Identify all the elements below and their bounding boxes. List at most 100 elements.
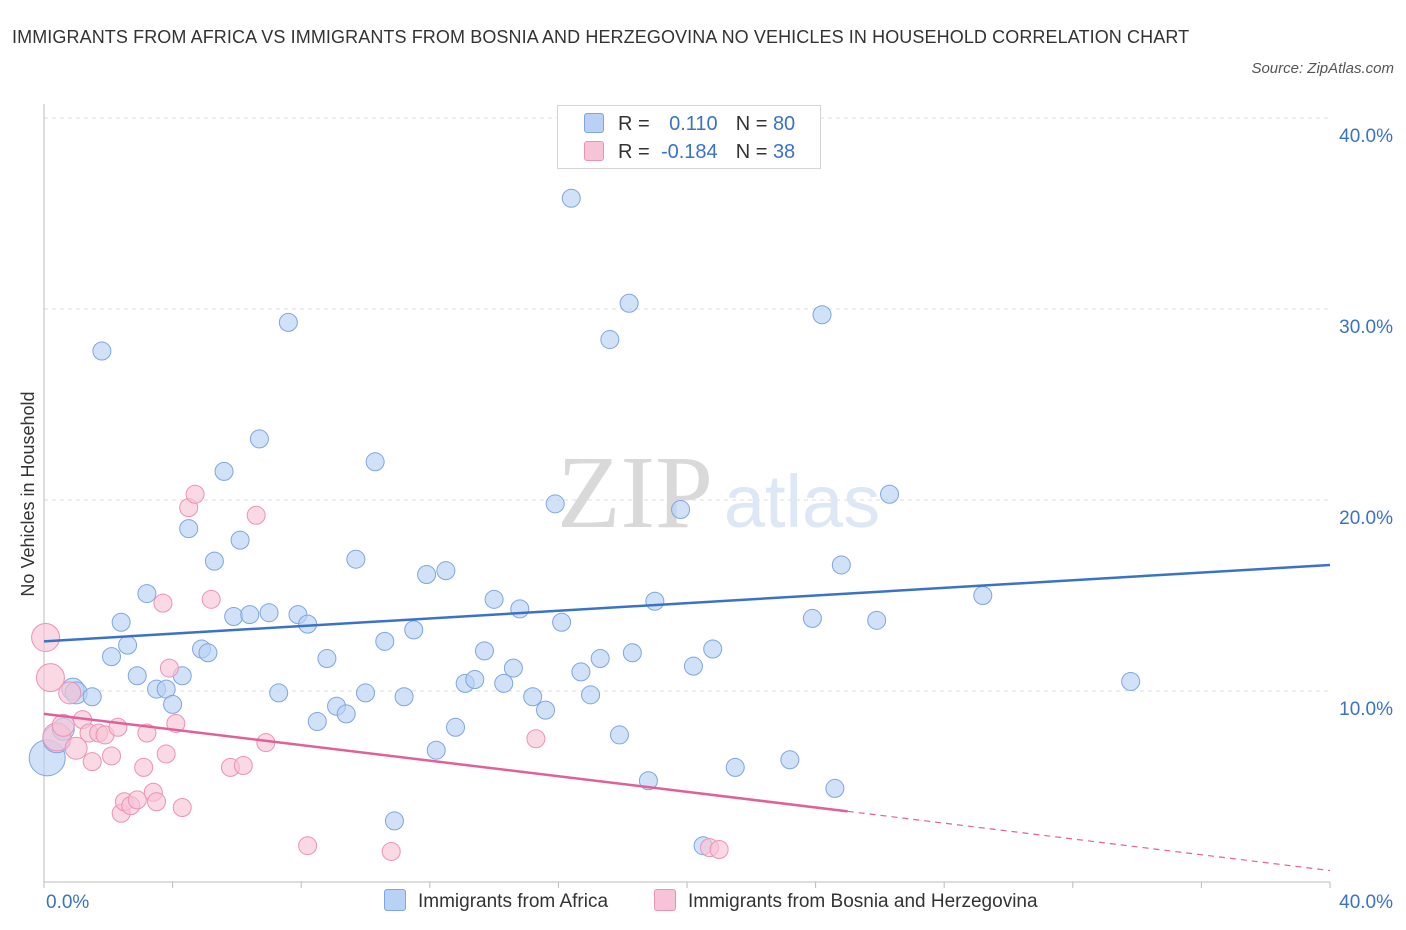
legend-item-bosnia[interactable]: Immigrants from Bosnia and Herzegovina [654,888,1038,915]
africa-point-27 [278,312,298,332]
bosnia-point-35 [526,729,546,749]
africa-point-53 [536,700,556,720]
africa-point-8 [111,612,131,632]
africa-point-6 [92,341,112,361]
africa-point-49 [494,673,514,693]
bosnia-n-label: N = [735,141,768,163]
watermark-atlas: atlas [724,460,880,543]
africa-point-66 [671,500,691,520]
africa-point-7 [102,647,122,667]
africa-point-79 [703,639,723,659]
bosnia-point-17 [134,757,154,777]
watermark-zip: ZIP [557,435,713,550]
x-tick-label-1: 40.0% [1339,892,1393,913]
africa-point-69 [725,757,745,777]
bosnia-point-31 [246,505,266,525]
africa-n-value: 80 [772,113,796,135]
africa-point-19 [204,551,224,571]
africa-point-74 [831,555,851,575]
africa-point-77 [973,586,993,605]
y-tick-label-1: 20.0% [1339,508,1393,529]
bosnia-point-22 [156,744,176,764]
africa-point-21 [224,607,244,627]
africa-point-18 [198,643,218,663]
africa-point-39 [394,687,414,707]
africa-point-25 [259,603,279,623]
bosnia-n-value: 38 [772,141,796,163]
bosnia-point-11 [102,746,122,766]
africa-point-35 [356,683,375,703]
africa-point-65 [645,591,665,611]
bosnia-point-8 [82,752,102,772]
bosnia-point-23 [159,658,179,678]
africa-point-10 [127,666,147,686]
bosnia-point-25 [172,798,192,818]
africa-point-36 [365,452,385,472]
africa-point-30 [307,712,327,732]
africa-point-47 [474,641,494,661]
africa-point-61 [609,725,629,745]
x-tick-label-0: 0.0% [46,892,89,913]
africa-point-67 [683,656,703,676]
stats-legend: R = 0.110 N = 80 R = -0.184 N = 38 [557,105,821,169]
bosnia-point-3 [51,713,75,737]
africa-point-24 [249,429,269,449]
africa-point-59 [590,649,610,669]
africa-point-23 [240,605,260,625]
africa-point-48 [484,589,504,609]
africa-point-76 [880,484,900,504]
africa-point-50 [503,658,523,678]
africa-point-11 [137,584,157,604]
bosnia-point-4 [58,681,82,705]
source-label: Source: ZipAtlas.com [1251,60,1394,77]
bosnia-point-37 [709,840,729,860]
africa-point-16 [179,519,199,539]
africa-point-26 [269,683,289,703]
africa-point-55 [552,612,572,632]
africa-point-73 [825,778,845,798]
y-axis-label: No Vehicles in Household [18,391,38,596]
bosnia-point-30 [233,755,253,775]
africa-trend-line [43,563,1331,643]
africa-point-71 [802,608,822,628]
africa-point-51 [510,599,530,619]
stats-row-bosnia: R = -0.184 N = 38 [584,137,795,167]
africa-point-62 [619,293,639,313]
y-tick-label-2: 30.0% [1339,317,1393,338]
stats-row-africa: R = 0.110 N = 80 [584,109,795,139]
africa-point-56 [561,188,581,208]
africa-point-20 [214,461,234,481]
africa-point-41 [417,564,437,584]
africa-point-22 [230,530,250,550]
africa-point-70 [780,750,800,770]
legend-item-africa[interactable]: Immigrants from Africa [384,888,608,915]
africa-point-44 [446,717,466,737]
africa-point-34 [346,549,366,569]
bosnia-point-16 [127,790,147,810]
bosnia-point-28 [201,589,221,609]
africa-swatch [584,112,604,133]
africa-point-78 [1121,671,1141,691]
africa-point-33 [336,704,356,724]
bosnia-point-27 [185,484,205,504]
series-legend: Immigrants from Africa Immigrants from B… [0,886,1406,918]
bosnia-point-34 [381,841,401,861]
bosnia-point-21 [153,593,173,613]
y-tick-label-3: 40.0% [1339,126,1393,147]
africa-point-58 [581,685,601,705]
africa-point-5 [82,687,102,707]
bosnia-trend-extension [847,810,1331,872]
bosnia-point-24 [166,713,186,733]
legend-africa-swatch [384,888,406,911]
bosnia-point-33 [298,836,318,856]
africa-point-54 [545,494,565,514]
africa-point-38 [384,811,404,831]
africa-n-label: N = [735,113,768,135]
africa-r-label: R = [618,113,650,135]
bosnia-r-value: -0.184 [660,141,718,163]
africa-point-9 [118,635,138,655]
africa-point-52 [523,687,543,707]
bosnia-point-0 [31,623,61,653]
africa-point-57 [571,662,591,682]
